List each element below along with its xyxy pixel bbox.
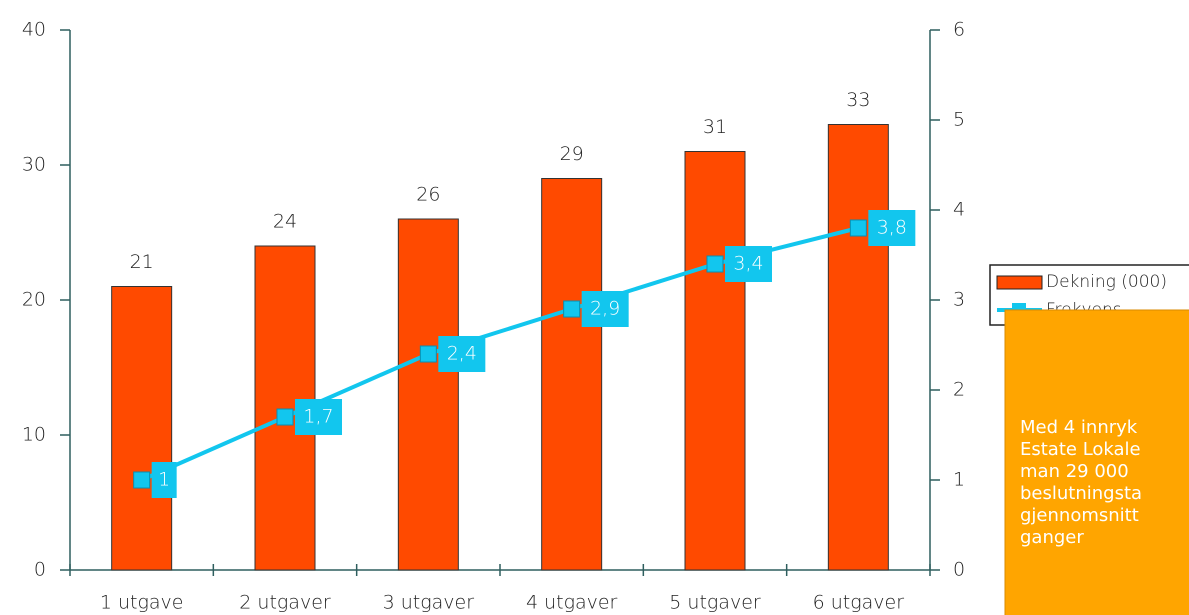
x-tick-label: 4 utgaver (526, 592, 618, 614)
bar-label: 29 (560, 143, 584, 165)
bar (684, 151, 746, 571)
value-label: 1 (158, 469, 170, 491)
value-label: 2,4 (447, 343, 477, 365)
value-label-box (868, 210, 916, 246)
value-label-box (581, 291, 629, 327)
bar (397, 218, 459, 571)
bar-label: 33 (846, 89, 870, 111)
value-label: 3,8 (877, 217, 907, 239)
annotation-line: ganger (1020, 527, 1084, 548)
bar (111, 286, 173, 571)
x-tick-label: 3 utgaver (383, 592, 475, 614)
value-label: 2,9 (590, 298, 620, 320)
annotation-box (1004, 309, 1189, 615)
annotation-line: Estate Lokale (1020, 439, 1141, 460)
y2-tick-label: 0 (953, 559, 965, 581)
annotation-line: beslutningsta (1020, 483, 1142, 504)
x-tick-label: 1 utgave (100, 592, 184, 614)
y2-tick-label: 3 (953, 289, 965, 311)
bar (827, 124, 889, 571)
y2-tick-label: 2 (953, 379, 965, 401)
annotation-line: man 29 000 (1020, 461, 1129, 482)
bar-label: 21 (130, 251, 154, 273)
bar-label: 26 (416, 184, 440, 206)
annotation-line: gjennomsnitt (1020, 505, 1139, 526)
value-label: 1,7 (303, 406, 333, 428)
y-tick-label: 20 (22, 289, 46, 311)
y-tick-label: 30 (22, 154, 46, 176)
value-label-box (151, 462, 177, 498)
value-label: 3,4 (733, 253, 763, 275)
x-tick-label: 6 utgaver (813, 592, 905, 614)
line-marker (706, 255, 724, 273)
line-marker (276, 408, 294, 426)
annotation-line: Med 4 innryk (1020, 417, 1138, 438)
line-marker (849, 219, 867, 237)
y2-tick-label: 6 (953, 19, 965, 41)
x-tick-label: 2 utgaver (239, 592, 331, 614)
bar-label: 31 (703, 116, 727, 138)
bar (541, 178, 603, 571)
x-tick-label: 5 utgaver (669, 592, 761, 614)
line-marker (563, 300, 581, 318)
line-marker (419, 345, 437, 363)
y2-tick-label: 4 (953, 199, 965, 221)
y-tick-label: 0 (34, 559, 46, 581)
value-label-box (438, 336, 486, 372)
legend-label: Dekning (000) (1046, 272, 1167, 292)
y2-tick-label: 1 (953, 469, 965, 491)
bar-label: 24 (273, 211, 297, 233)
y2-tick-label: 5 (953, 109, 965, 131)
value-label-box (295, 399, 342, 435)
value-label-box (725, 246, 772, 282)
line-marker (133, 471, 151, 489)
legend-swatch (996, 275, 1043, 290)
y-tick-label: 40 (22, 19, 46, 41)
y-tick-label: 10 (22, 424, 46, 446)
